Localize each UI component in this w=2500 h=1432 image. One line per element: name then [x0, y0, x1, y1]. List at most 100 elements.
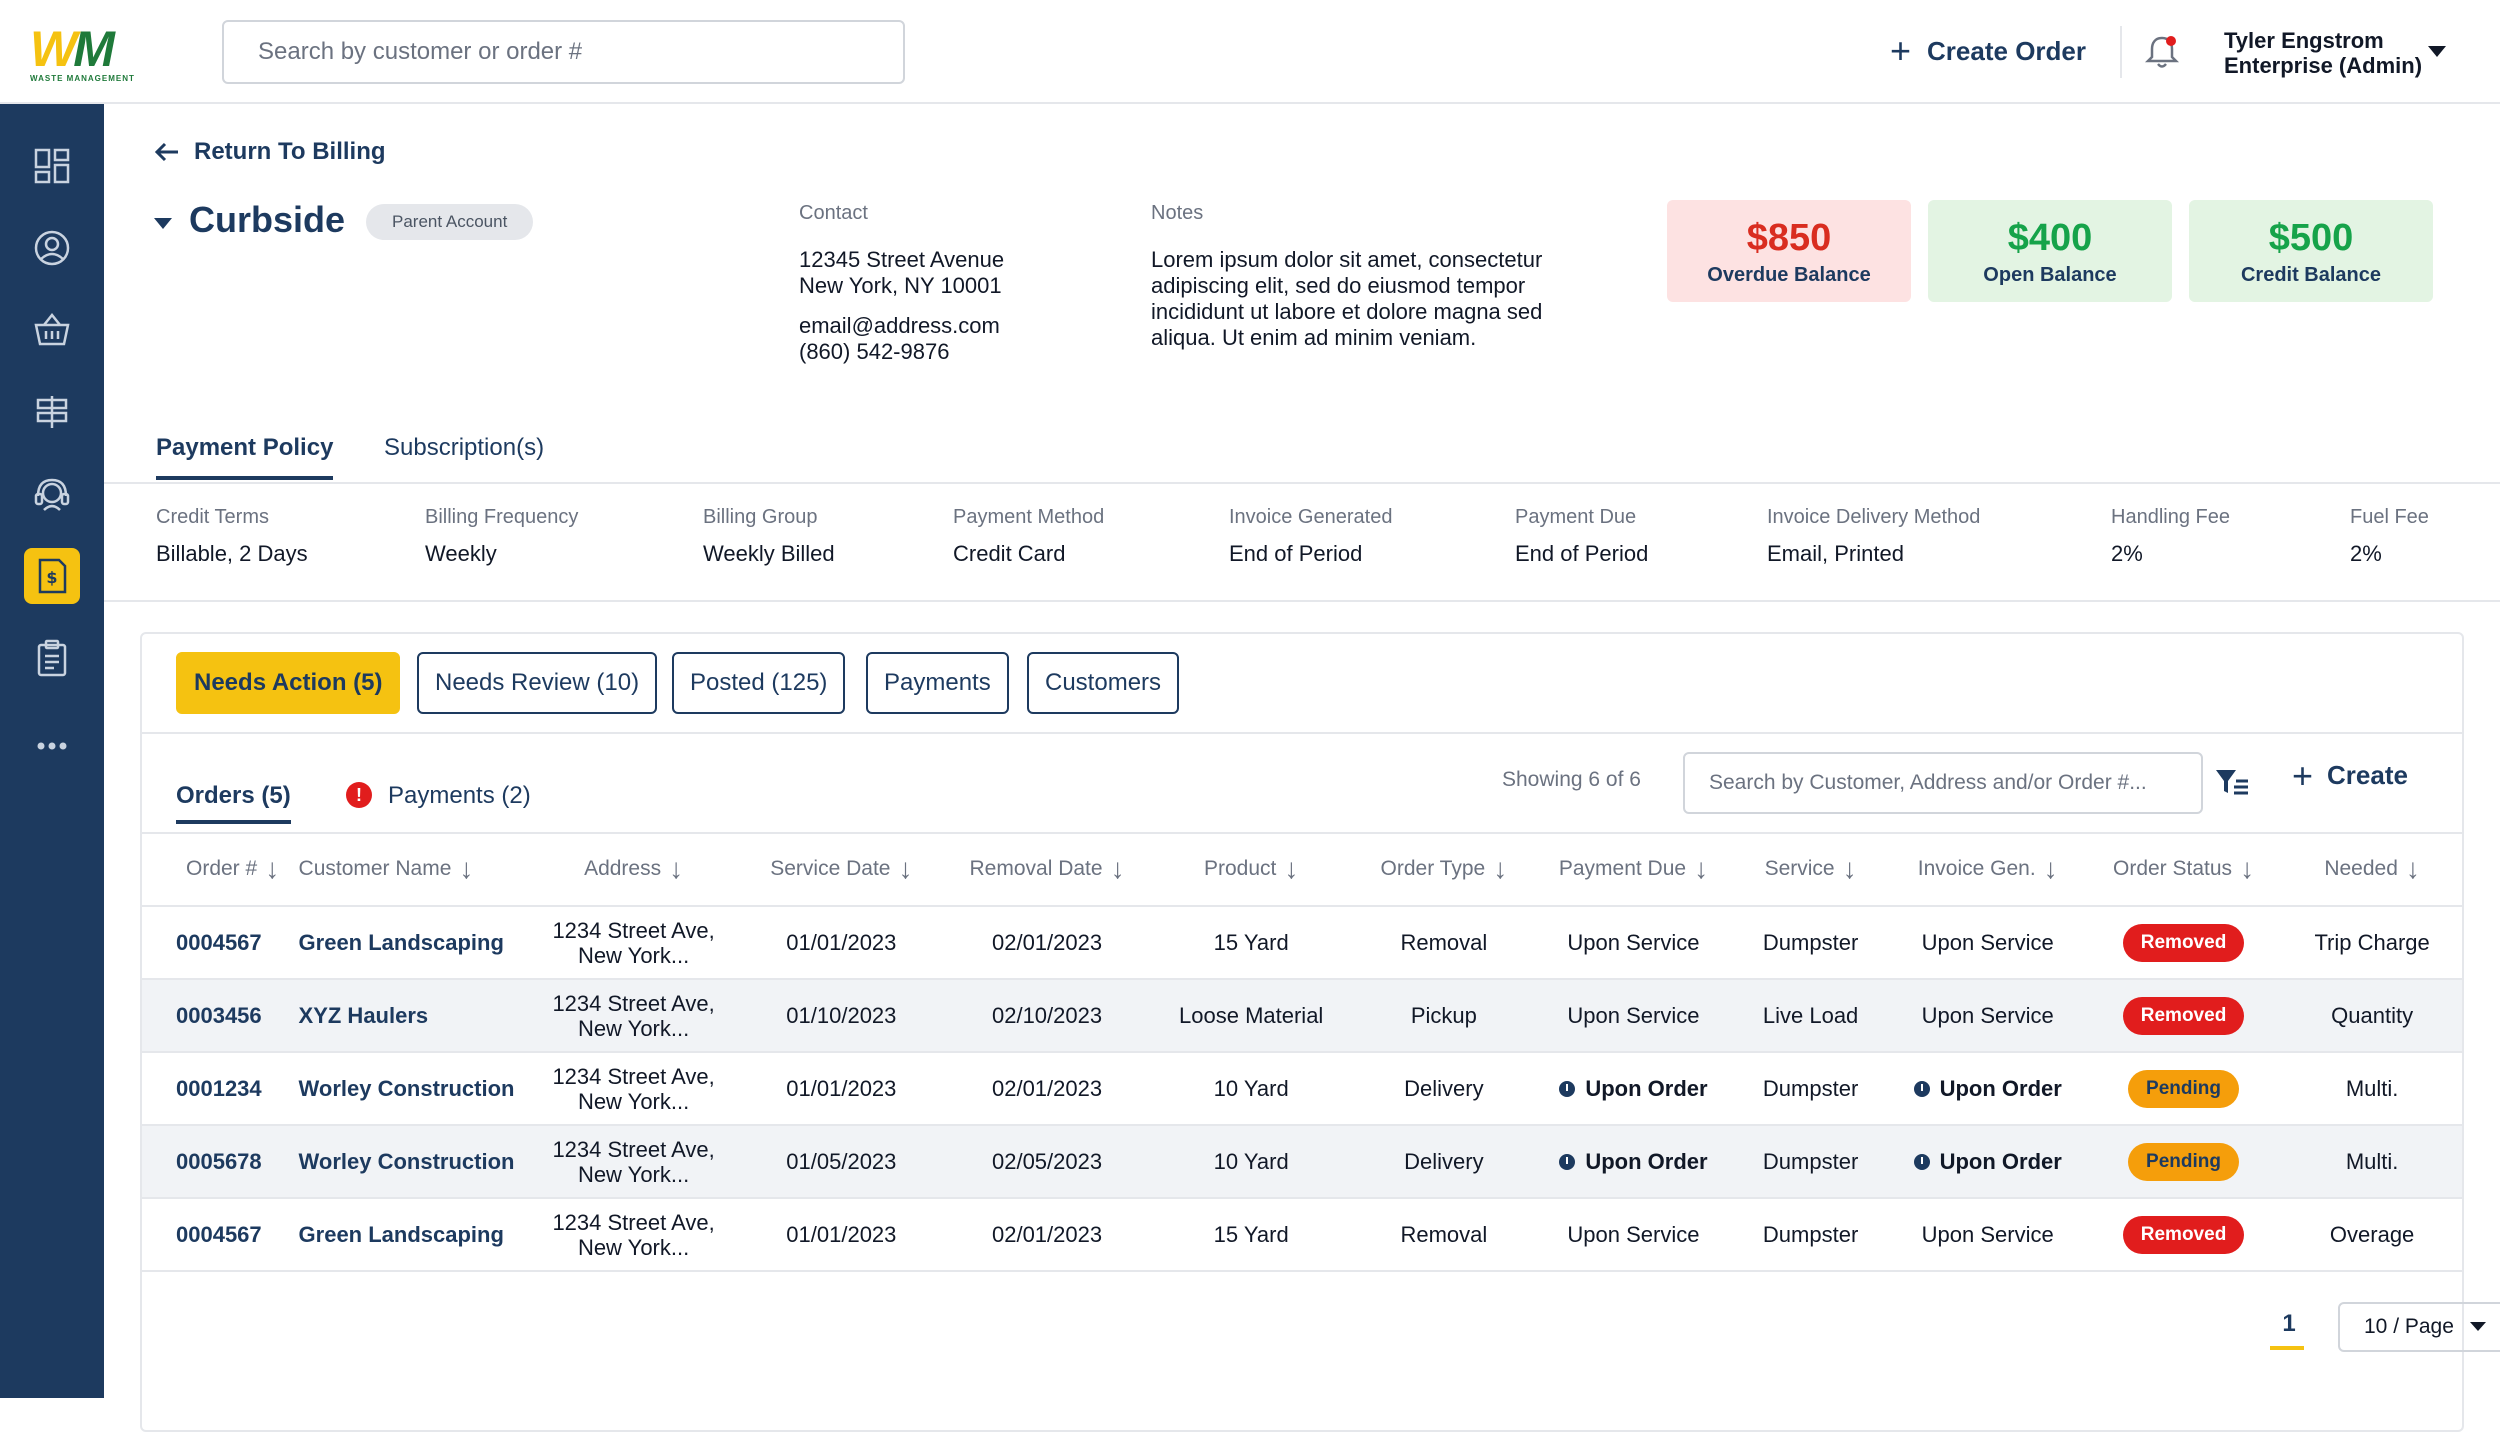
sort-arrow-icon[interactable]: ↓ [1493, 852, 1508, 884]
payment-due-cell: Upon Service [1536, 979, 1731, 1053]
invoice-gen-value: Upon Service [1921, 1002, 2054, 1028]
col-service[interactable]: Service ↓ [1730, 832, 1891, 907]
status-badge: Removed [2122, 923, 2245, 962]
support-icon[interactable] [24, 466, 80, 522]
order-number-link[interactable]: 0005678 [142, 1125, 285, 1199]
table-row[interactable]: 0001234 Worley Construction 1234 Street … [142, 1052, 2462, 1126]
customer-name-link[interactable]: Green Landscaping [284, 906, 528, 980]
signpost-icon[interactable] [24, 384, 80, 440]
plus-icon: + [2292, 754, 2314, 796]
customer-name-link[interactable]: XYZ Haulers [284, 979, 528, 1053]
svg-text:$: $ [46, 568, 57, 587]
col-invoice-gen[interactable]: Invoice Gen. ↓ [1890, 832, 2085, 907]
order-number-link[interactable]: 0001234 [142, 1052, 285, 1126]
create-order-label: Create Order [1927, 35, 2086, 66]
sort-arrow-icon[interactable]: ↓ [1284, 852, 1299, 884]
chevron-down-icon[interactable] [2428, 46, 2446, 57]
col-payment-due[interactable]: Payment Due ↓ [1536, 832, 1731, 907]
dashboard-icon[interactable] [24, 138, 80, 194]
order-type-cell: Removal [1351, 906, 1537, 980]
policy-key: Fuel Fee [2350, 506, 2429, 528]
col-needed[interactable]: Needed ↓ [2282, 832, 2462, 907]
col-removal-date[interactable]: Removal Date ↓ [943, 832, 1151, 907]
invoice-gen-cell: Upon Order [1890, 1125, 2085, 1199]
return-to-billing-link[interactable]: Return To Billing [154, 138, 386, 166]
invoice-gen-cell: Upon Order [1890, 1052, 2085, 1126]
column-label: Address [584, 856, 662, 880]
service-cell: Dumpster [1730, 1125, 1891, 1199]
contact-phone[interactable]: (860) 542-9876 [799, 339, 950, 364]
collapse-caret-icon[interactable] [154, 218, 172, 229]
filter-posted[interactable]: Posted (125) [672, 652, 846, 714]
sort-arrow-icon[interactable]: ↓ [898, 852, 913, 884]
sidebar: $ [0, 104, 104, 1398]
filter-needs-action[interactable]: Needs Action (5) [176, 652, 401, 714]
customer-name-link[interactable]: Worley Construction [284, 1125, 528, 1199]
status-badge: Pending [2128, 1142, 2239, 1181]
filter-payments[interactable]: Payments [866, 652, 1009, 714]
filter-buttons: Needs Action (5) Needs Review (10) Poste… [142, 634, 2462, 734]
table-create-button[interactable]: + Create [2292, 754, 2408, 796]
sort-arrow-icon[interactable]: ↓ [2405, 852, 2420, 884]
subtab-payments[interactable]: ! Payments (2) [346, 782, 531, 810]
customer-name-link[interactable]: Green Landscaping [284, 1198, 528, 1272]
tab-payment-policy[interactable]: Payment Policy [156, 434, 334, 480]
removal-date-cell: 02/01/2023 [943, 906, 1151, 980]
status-badge: Pending [2128, 1069, 2239, 1108]
pagination-current-page[interactable]: 1 [2282, 1310, 2296, 1337]
filter-list-icon[interactable] [2214, 764, 2250, 800]
table-row[interactable]: 0005678 Worley Construction 1234 Street … [142, 1125, 2462, 1199]
payment-due-cell: Upon Order [1536, 1052, 1731, 1126]
logo-subtitle: WASTE MANAGEMENT [30, 74, 135, 83]
col-service-date[interactable]: Service Date ↓ [739, 832, 944, 907]
billing-icon[interactable]: $ [24, 548, 80, 604]
sort-arrow-icon[interactable]: ↓ [1694, 852, 1709, 884]
table-row[interactable]: 0004567 Green Landscaping 1234 Street Av… [142, 906, 2462, 980]
basket-icon[interactable] [24, 302, 80, 358]
order-number-link[interactable]: 0004567 [142, 1198, 285, 1272]
filter-customers[interactable]: Customers [1027, 652, 1180, 714]
tab-subscriptions[interactable]: Subscription(s) [384, 434, 545, 461]
table-search-input[interactable]: Search by Customer, Address and/or Order… [1683, 752, 2203, 814]
col-order-status[interactable]: Order Status ↓ [2084, 832, 2283, 907]
filter-needs-review[interactable]: Needs Review (10) [417, 652, 658, 714]
order-number-link[interactable]: 0003456 [142, 979, 285, 1053]
service-cell: Dumpster [1730, 906, 1891, 980]
table-row[interactable]: 0003456 XYZ Haulers 1234 Street Ave, New … [142, 979, 2462, 1053]
sort-arrow-icon[interactable]: ↓ [459, 852, 474, 884]
per-page-select[interactable]: 10 / Page [2338, 1302, 2500, 1352]
table-row[interactable]: 0004567 Green Landscaping 1234 Street Av… [142, 1198, 2462, 1272]
user-circle-icon[interactable] [24, 220, 80, 276]
create-order-button[interactable]: + Create Order [1890, 30, 2086, 72]
col-address[interactable]: Address ↓ [527, 832, 740, 907]
col-customer-name[interactable]: Customer Name ↓ [284, 832, 528, 907]
wm-logo[interactable]: WM WASTE MANAGEMENT [30, 24, 174, 83]
order-number-link[interactable]: 0004567 [142, 906, 285, 980]
sort-arrow-icon[interactable]: ↓ [1110, 852, 1125, 884]
policy-key: Invoice Generated [1229, 506, 1393, 528]
contact-email[interactable]: email@address.com [799, 313, 1000, 338]
policy-key: Credit Terms [156, 506, 269, 528]
subtab-orders[interactable]: Orders (5) [176, 782, 291, 824]
sort-arrow-icon[interactable]: ↓ [2043, 852, 2058, 884]
open-balance-label: Open Balance [1983, 264, 2117, 286]
global-search-input[interactable]: Search by customer or order # [222, 20, 905, 84]
user-menu[interactable]: Tyler Engstrom Enterprise (Admin) [2224, 28, 2422, 78]
clipboard-icon[interactable] [24, 630, 80, 686]
policy-key: Payment Due [1515, 506, 1637, 528]
sort-arrow-icon[interactable]: ↓ [2240, 852, 2255, 884]
customer-name-link[interactable]: Worley Construction [284, 1052, 528, 1126]
sort-arrow-icon[interactable]: ↓ [1842, 852, 1857, 884]
payment-due-value: Upon Service [1567, 929, 1700, 955]
sort-arrow-icon[interactable]: ↓ [265, 852, 280, 884]
notification-bell-icon[interactable] [2140, 30, 2184, 74]
col-order-type[interactable]: Order Type ↓ [1351, 832, 1537, 907]
service-cell: Dumpster [1730, 1198, 1891, 1272]
more-icon[interactable] [24, 718, 80, 774]
col-product[interactable]: Product ↓ [1150, 832, 1352, 907]
policy-key: Billing Frequency [425, 506, 579, 528]
chevron-down-icon[interactable] [2470, 1322, 2486, 1331]
orders-subtabs: Orders (5) ! Payments (2) Showing 6 of 6 … [142, 734, 2462, 834]
sort-arrow-icon[interactable]: ↓ [669, 852, 684, 884]
col-order-number[interactable]: Order # ↓ [142, 832, 285, 907]
